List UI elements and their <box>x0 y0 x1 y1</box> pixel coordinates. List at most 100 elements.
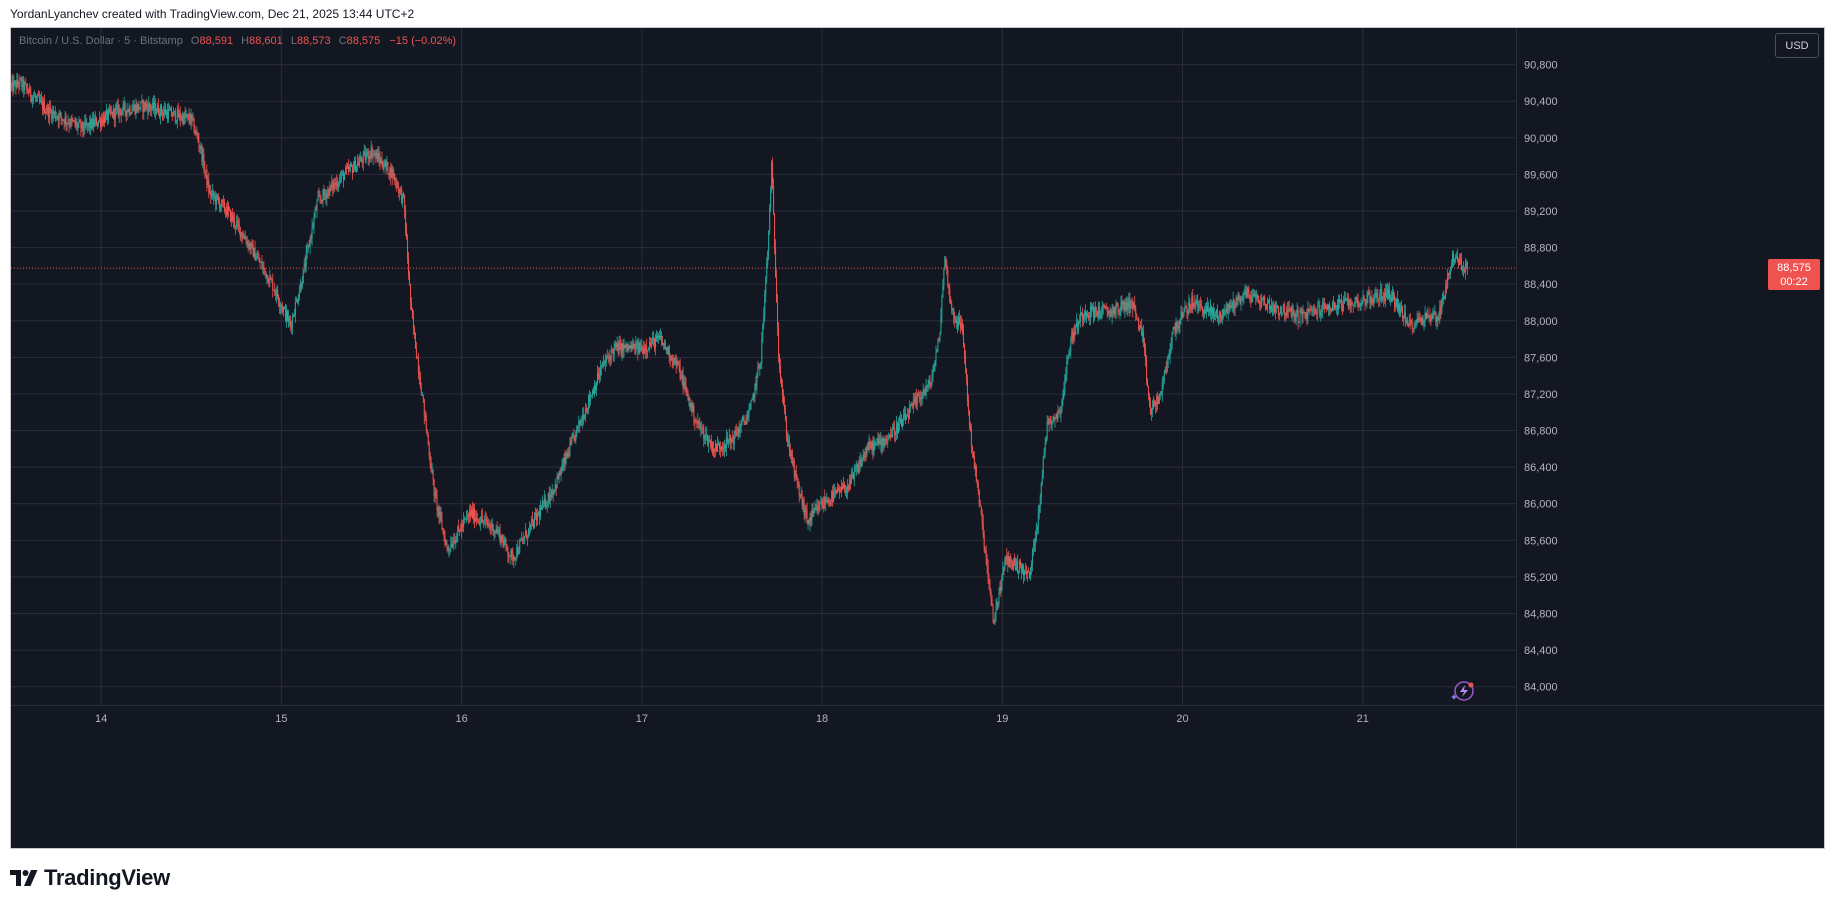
candle-body <box>677 361 679 365</box>
candle-body <box>1397 304 1399 311</box>
candle-body <box>714 448 716 451</box>
candle-body <box>962 323 964 332</box>
candlestick-chart[interactable]: 84,00084,40084,80085,20085,60086,00086,4… <box>11 28 1825 849</box>
candle-body <box>345 167 347 175</box>
candle-body <box>348 166 350 171</box>
chart-frame[interactable]: 84,000 84,400 84,800 85,200 85,600 86,000 86,4… <box>10 27 1825 849</box>
candle-body <box>906 415 908 417</box>
candle-body <box>728 435 730 440</box>
candle-body <box>1452 253 1454 267</box>
candle-body <box>722 448 724 450</box>
candle-body <box>46 106 48 113</box>
candle-body <box>1375 292 1377 298</box>
candle-body <box>557 476 559 480</box>
candle-body <box>784 409 786 421</box>
candle-body <box>403 193 405 196</box>
candle-body <box>191 114 193 119</box>
candle-body <box>839 488 841 492</box>
candle-body <box>767 252 769 265</box>
candle-body <box>980 506 982 514</box>
candle-body <box>611 349 613 352</box>
candle-body <box>655 338 657 349</box>
candle-body <box>891 436 893 438</box>
candle-body <box>1133 304 1135 310</box>
sparkle-assistant-icon[interactable] <box>1451 681 1474 701</box>
candle-body <box>539 507 541 518</box>
currency-button[interactable]: USD <box>1775 33 1819 58</box>
candle-body <box>468 515 470 517</box>
candle-body <box>306 248 308 253</box>
candle-body <box>1288 308 1290 311</box>
candle-body <box>70 118 72 126</box>
candle-body <box>226 206 228 216</box>
candle-body <box>912 399 914 408</box>
candle-body <box>892 426 894 438</box>
candle-body <box>217 194 219 198</box>
candle-body <box>848 478 850 489</box>
candle-body <box>1326 305 1328 307</box>
y-tick-label: 88,400 <box>1524 279 1558 291</box>
candle-body <box>505 539 507 545</box>
candle-body <box>695 422 697 424</box>
candle-body <box>1336 305 1338 310</box>
candle-body <box>200 146 202 149</box>
candle-body <box>1027 571 1029 573</box>
candle-body <box>1187 311 1189 314</box>
candle-body <box>515 557 517 559</box>
candle-body <box>675 360 677 366</box>
candle-body <box>588 395 590 409</box>
candle-body <box>335 182 337 186</box>
candle-body <box>895 431 897 435</box>
candle-body <box>240 232 242 238</box>
candle-body <box>668 346 670 359</box>
candle-body <box>993 621 995 623</box>
candle-body <box>1334 306 1336 309</box>
candle-body <box>1223 311 1225 317</box>
candle-body <box>341 173 343 178</box>
candle-body <box>592 390 594 396</box>
candle-body <box>1051 422 1053 424</box>
candle-body <box>377 153 379 162</box>
candle-body <box>61 117 63 121</box>
candle-body <box>868 442 870 451</box>
candle-body <box>710 441 712 448</box>
candle-body <box>584 416 586 420</box>
candle-body <box>218 197 220 202</box>
candle-body <box>900 418 902 424</box>
candle-body <box>204 169 206 171</box>
tradingview-brand[interactable]: TradingView <box>10 865 170 891</box>
candle-body <box>783 404 785 410</box>
candle-body <box>541 501 543 510</box>
candle-body <box>1150 409 1152 415</box>
candle-body <box>1184 306 1186 312</box>
candle-body <box>692 405 694 413</box>
candle-body <box>169 108 171 111</box>
candle-body <box>1118 311 1120 313</box>
candle-body <box>566 452 568 456</box>
candle-body <box>666 348 668 354</box>
candle-body <box>91 118 93 129</box>
candle-body <box>1383 293 1385 300</box>
candle-body <box>779 366 781 378</box>
candle-body <box>928 380 930 386</box>
candle-body <box>90 118 92 128</box>
candle-body <box>816 505 818 511</box>
candle-body <box>959 318 961 323</box>
candle-body <box>701 427 703 429</box>
candle-body <box>78 120 80 125</box>
candle-body <box>88 122 90 126</box>
candle-body <box>572 435 574 438</box>
candle-body <box>1448 272 1450 276</box>
x-tick-label: 21 <box>1357 713 1369 725</box>
candle-body <box>782 395 784 405</box>
candle-body <box>717 444 719 452</box>
candle-body <box>1272 308 1274 312</box>
candle-body <box>294 302 296 316</box>
candle-body <box>34 96 36 98</box>
candle-body <box>807 520 809 523</box>
candle-body <box>1451 266 1453 268</box>
candle-body <box>92 118 94 129</box>
candle-body <box>536 513 538 520</box>
candle-body <box>1095 311 1097 313</box>
candle-body <box>518 551 520 554</box>
